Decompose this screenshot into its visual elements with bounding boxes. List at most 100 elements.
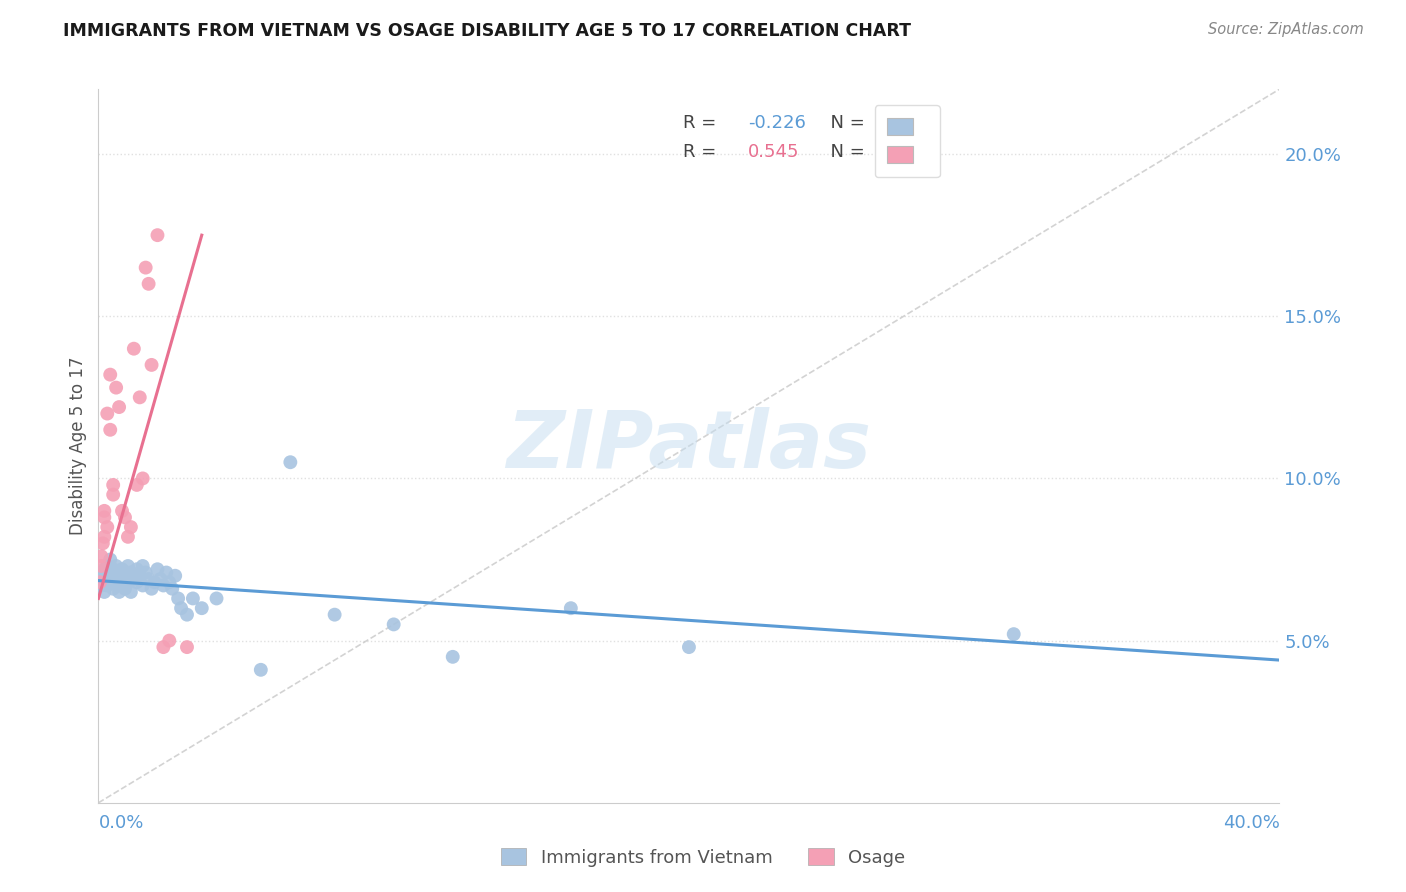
Point <box>111 575 134 590</box>
Text: 40.0%: 40.0% <box>1223 814 1279 831</box>
Point <box>96 568 118 582</box>
Point <box>165 568 187 582</box>
Point <box>138 572 160 586</box>
Point <box>1002 627 1025 641</box>
Point <box>96 407 118 421</box>
Point <box>105 575 128 590</box>
Point <box>89 575 111 590</box>
Legend: Immigrants from Vietnam, Osage: Immigrants from Vietnam, Osage <box>494 841 912 874</box>
Point <box>98 575 121 590</box>
Point <box>152 578 174 592</box>
Point <box>125 478 148 492</box>
Point <box>103 488 125 502</box>
Point <box>103 572 125 586</box>
Point <box>90 549 112 564</box>
Point <box>108 585 131 599</box>
Point <box>132 471 155 485</box>
Point <box>141 582 163 596</box>
Text: N =: N = <box>818 114 870 132</box>
Point <box>132 578 155 592</box>
Text: 0.0%: 0.0% <box>98 814 143 831</box>
Point <box>157 575 180 590</box>
Text: R =: R = <box>683 114 723 132</box>
Point <box>278 455 302 469</box>
Legend: , : , <box>875 105 939 178</box>
Point <box>108 572 131 586</box>
Point <box>98 423 121 437</box>
Point <box>120 566 142 580</box>
Text: 0.545: 0.545 <box>748 143 800 161</box>
Point <box>114 582 136 596</box>
Point <box>96 578 118 592</box>
Point <box>138 277 160 291</box>
Point <box>135 566 157 580</box>
Text: N =: N = <box>818 143 870 161</box>
Point <box>91 536 114 550</box>
Point <box>176 640 198 654</box>
Point <box>111 504 134 518</box>
Point <box>141 358 163 372</box>
Point <box>103 582 125 596</box>
Point <box>128 568 150 582</box>
Point <box>98 566 121 580</box>
Point <box>170 601 193 615</box>
Point <box>93 530 115 544</box>
Text: -0.226: -0.226 <box>748 114 806 132</box>
Point <box>90 578 112 592</box>
Point <box>146 228 169 243</box>
Point <box>117 530 139 544</box>
Point <box>98 552 121 566</box>
Point <box>135 260 157 275</box>
Point <box>90 559 112 574</box>
Point <box>96 520 118 534</box>
Point <box>105 559 128 574</box>
Point <box>125 562 148 576</box>
Point <box>250 663 273 677</box>
Point <box>105 381 128 395</box>
Point <box>114 568 136 582</box>
Point <box>146 562 169 576</box>
Point <box>111 562 134 576</box>
Y-axis label: Disability Age 5 to 17: Disability Age 5 to 17 <box>69 357 87 535</box>
Point <box>176 607 198 622</box>
Point <box>157 633 180 648</box>
Point <box>120 520 142 534</box>
Point <box>162 582 183 596</box>
Point <box>93 585 115 599</box>
Point <box>143 575 166 590</box>
Point <box>181 591 204 606</box>
Point <box>103 562 125 576</box>
Point <box>117 559 139 574</box>
Point <box>93 575 115 590</box>
Point <box>560 601 582 615</box>
Point <box>205 591 228 606</box>
Point <box>125 575 148 590</box>
Point <box>103 478 125 492</box>
Text: Source: ZipAtlas.com: Source: ZipAtlas.com <box>1208 22 1364 37</box>
Text: 61: 61 <box>877 114 901 132</box>
Point <box>152 640 174 654</box>
Point <box>91 572 114 586</box>
Point <box>128 390 150 404</box>
Point <box>105 568 128 582</box>
Point <box>122 572 145 586</box>
Point <box>149 572 172 586</box>
Point <box>167 591 190 606</box>
Point <box>93 562 115 576</box>
Text: 30: 30 <box>877 143 901 161</box>
Text: IMMIGRANTS FROM VIETNAM VS OSAGE DISABILITY AGE 5 TO 17 CORRELATION CHART: IMMIGRANTS FROM VIETNAM VS OSAGE DISABIL… <box>63 22 911 40</box>
Point <box>96 559 118 574</box>
Point <box>122 342 145 356</box>
Point <box>93 504 115 518</box>
Point <box>155 566 177 580</box>
Point <box>323 607 346 622</box>
Point <box>93 510 115 524</box>
Point <box>382 617 405 632</box>
Point <box>117 575 139 590</box>
Text: ZIPatlas: ZIPatlas <box>506 407 872 485</box>
Point <box>132 559 155 574</box>
Point <box>120 585 142 599</box>
Point <box>89 575 111 590</box>
Point <box>90 566 112 580</box>
Point <box>98 368 121 382</box>
